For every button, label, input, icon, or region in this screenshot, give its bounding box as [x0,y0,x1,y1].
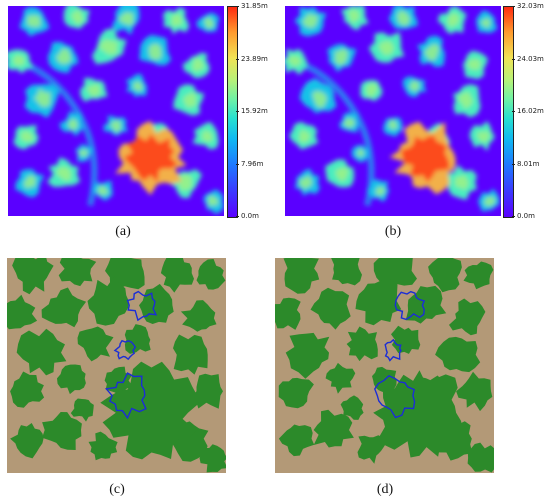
tree-crown-map-c [7,258,226,473]
colorbar-b-tick-2: 16.02m [517,107,544,115]
colorbar-a-tick-3: 23.89m [241,54,268,63]
colorbar-a-tick-2: 15.92m [241,107,268,115]
colorbar-b-tick-max: 32.03m [517,2,544,10]
colorbar-b [503,6,514,218]
caption-c: (c) [109,482,125,497]
tree-crown-map-d [275,258,494,473]
colorbar-b-tick-1: 8.01m [517,159,540,168]
colorbar-b-tick-3: 24.03m [517,54,544,63]
caption-b: (b) [384,224,402,239]
colorbar-a-tick-max: 31.85m [241,2,268,10]
canopy-height-map-b [285,6,501,216]
caption-d: (d) [376,482,394,497]
colorbar-b-tick-min: 0.0m [517,212,535,220]
canopy-height-map-a [8,6,224,216]
colorbar-a-tick-min: 0.0m [241,212,259,220]
caption-a: (a) [115,224,131,239]
colorbar-a-tick-1: 7.96m [241,159,264,168]
colorbar-a [227,6,238,218]
